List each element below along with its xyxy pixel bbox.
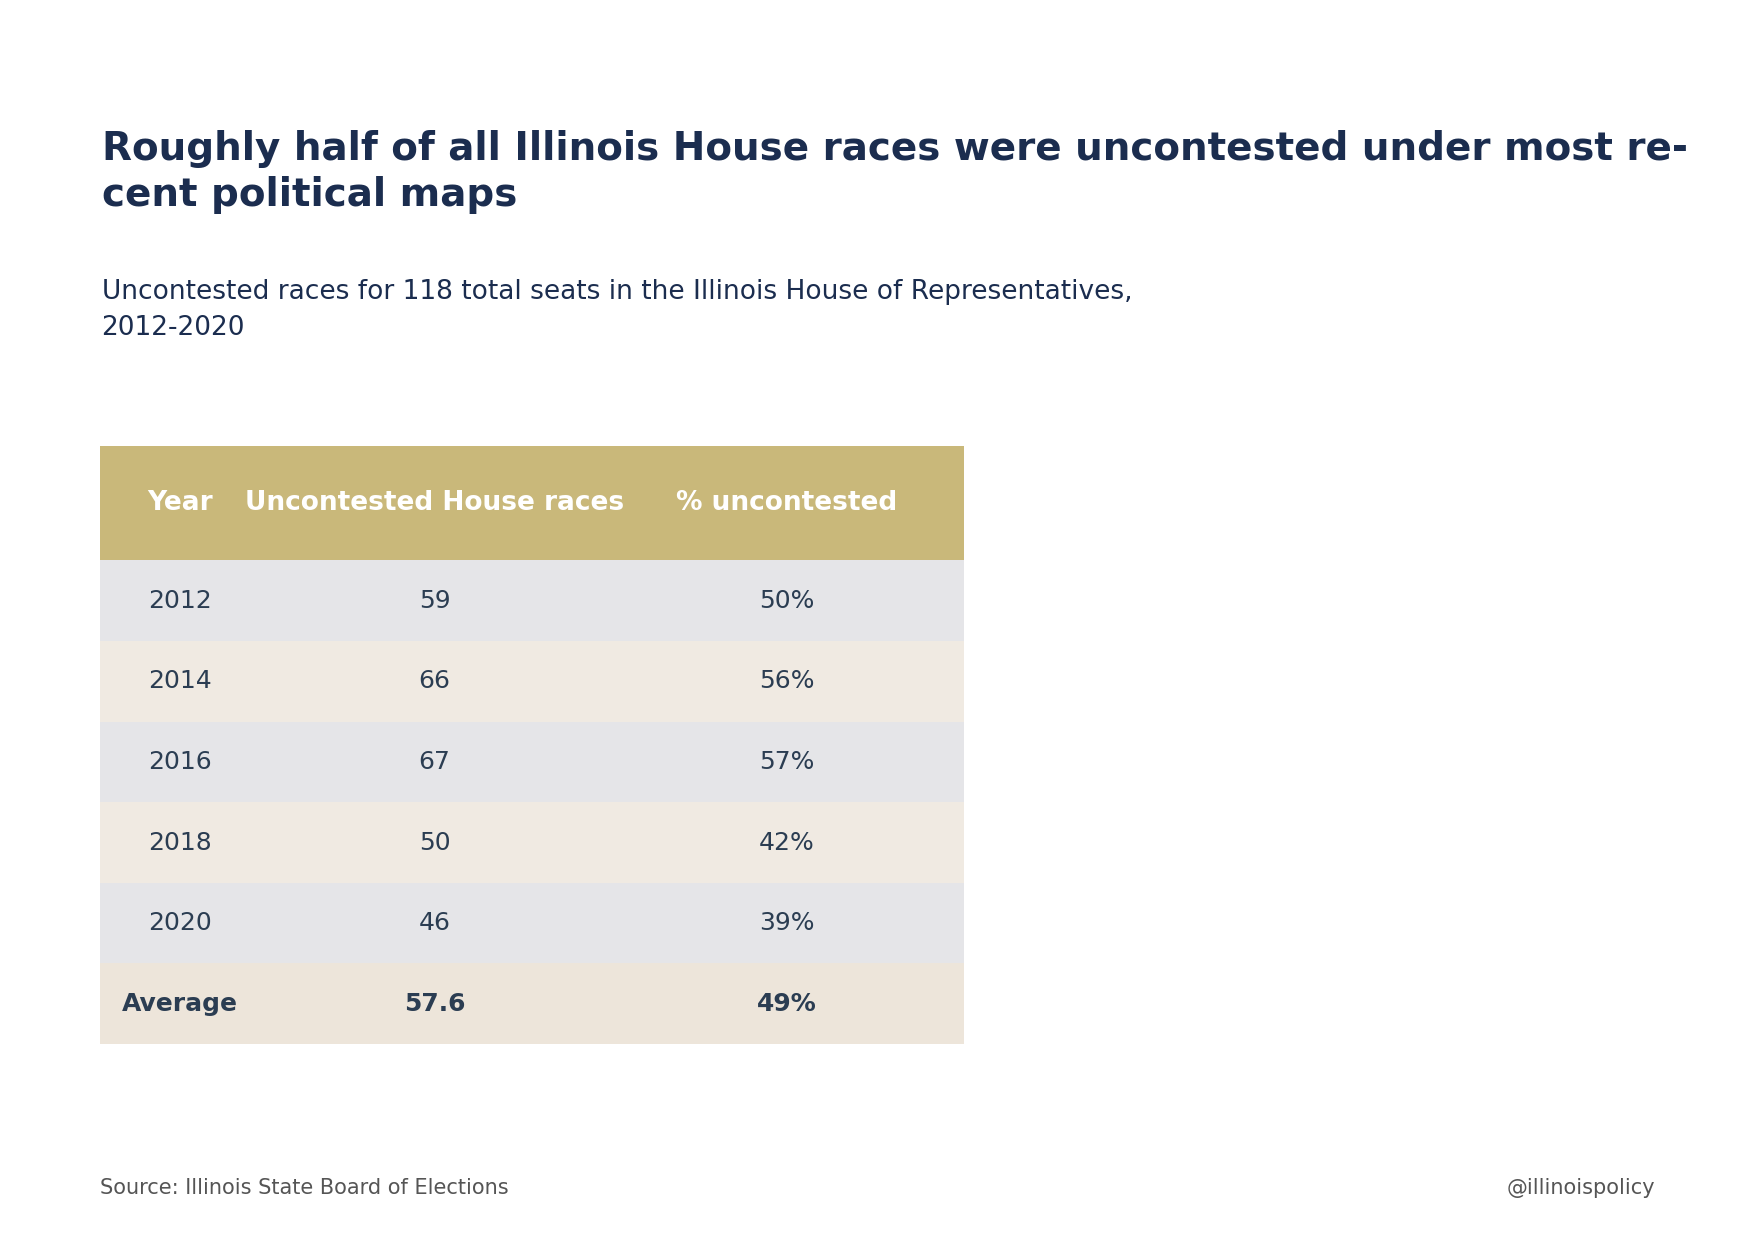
Text: Roughly half of all Illinois House races were uncontested under most re-
cent po: Roughly half of all Illinois House races… [102, 130, 1687, 213]
Text: 46: 46 [419, 911, 450, 935]
Text: 57.6: 57.6 [403, 992, 466, 1016]
Text: 67: 67 [419, 750, 450, 774]
Text: 56%: 56% [759, 670, 815, 693]
Text: 2014: 2014 [147, 670, 212, 693]
Text: 42%: 42% [759, 831, 815, 854]
Text: 50%: 50% [759, 589, 815, 613]
Text: 2016: 2016 [147, 750, 212, 774]
Text: 50: 50 [419, 831, 450, 854]
Text: % uncontested: % uncontested [676, 491, 897, 516]
Text: Uncontested House races: Uncontested House races [245, 491, 624, 516]
Text: @illinoispolicy: @illinoispolicy [1507, 1178, 1656, 1198]
Text: Year: Year [147, 491, 212, 516]
Text: 2018: 2018 [147, 831, 212, 854]
Text: 57%: 57% [759, 750, 815, 774]
Text: Uncontested races for 118 total seats in the Illinois House of Representatives,
: Uncontested races for 118 total seats in… [102, 279, 1132, 341]
Text: 2012: 2012 [147, 589, 212, 613]
Text: 66: 66 [419, 670, 450, 693]
Text: Average: Average [121, 992, 238, 1016]
Text: 2020: 2020 [147, 911, 212, 935]
Text: Source: Illinois State Board of Elections: Source: Illinois State Board of Election… [100, 1178, 508, 1198]
Text: 49%: 49% [757, 992, 816, 1016]
Text: 39%: 39% [759, 911, 815, 935]
Text: 59: 59 [419, 589, 450, 613]
